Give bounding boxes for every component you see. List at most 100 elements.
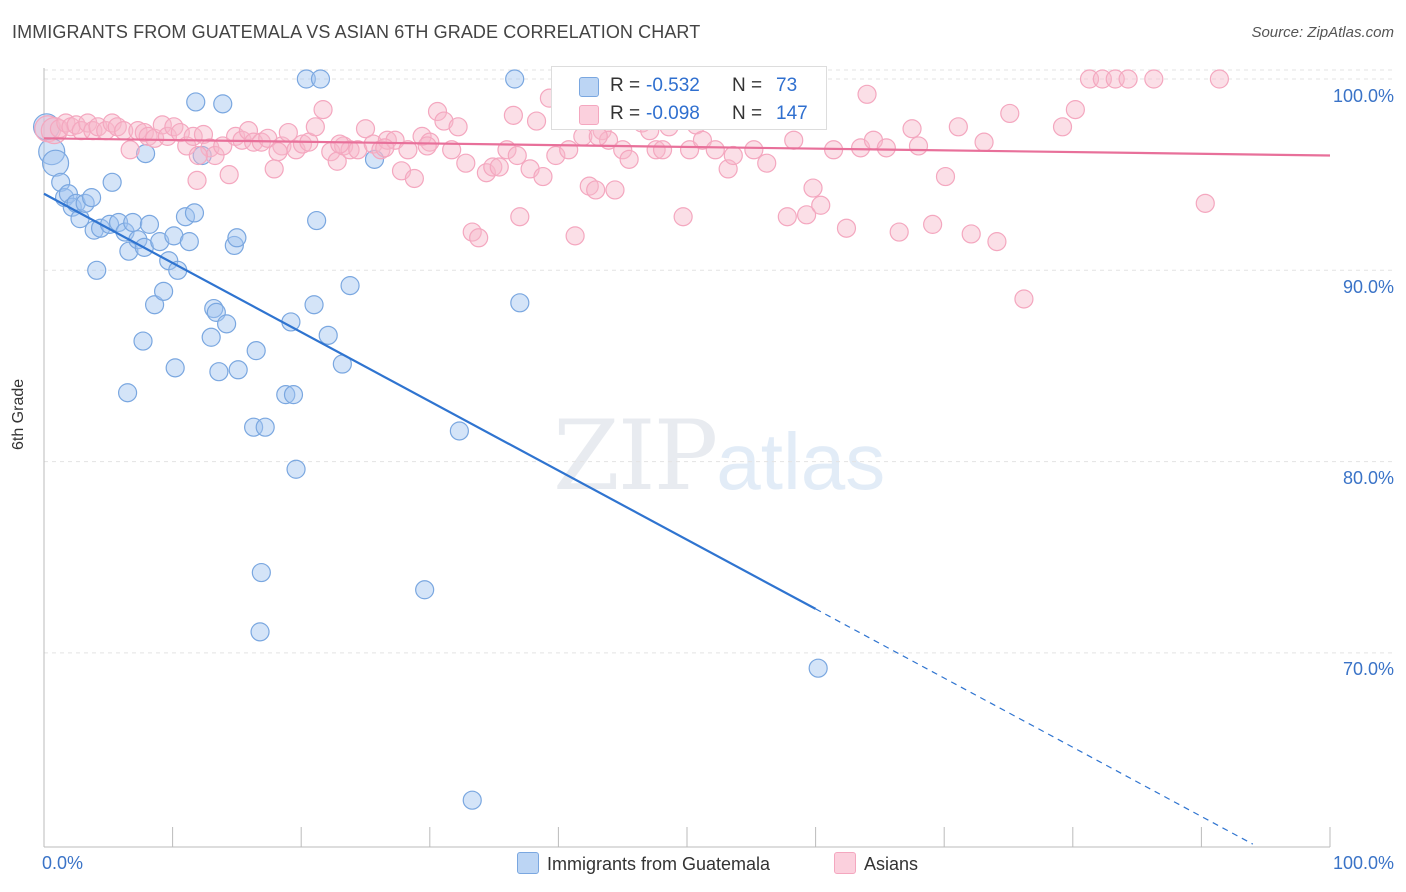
- point-asians-140: [188, 145, 208, 166]
- point-asians-69: [489, 157, 509, 177]
- point-guatemala-55: [304, 295, 324, 315]
- point-asians-119: [935, 166, 956, 187]
- point-asians-135: [417, 136, 437, 156]
- n-label: N =: [732, 103, 763, 124]
- point-guatemala-52: [283, 385, 304, 405]
- point-guatemala-13: [87, 260, 107, 280]
- point-asians-25: [187, 170, 207, 190]
- point-asians-56: [398, 140, 418, 160]
- point-guatemala-68: [808, 658, 828, 678]
- point-guatemala-36: [133, 331, 153, 351]
- point-asians-63: [448, 117, 468, 137]
- point-asians-60: [427, 101, 448, 122]
- point-asians-121: [961, 224, 981, 244]
- point-guatemala-24: [150, 232, 170, 252]
- point-asians-72: [510, 207, 530, 227]
- point-asians-139: [777, 207, 797, 227]
- point-guatemala-58: [318, 325, 338, 345]
- point-guatemala-39: [201, 327, 221, 347]
- x-tick-label-min: 0.0%: [42, 853, 84, 873]
- point-asians-111: [836, 218, 857, 238]
- point-asians-79: [559, 140, 579, 160]
- r-value: -0.098: [646, 103, 700, 124]
- point-asians-58: [412, 126, 432, 146]
- point-asians-127: [1065, 100, 1085, 120]
- point-asians-11: [102, 113, 122, 133]
- point-asians-109: [811, 195, 831, 215]
- trend-extension-guatemala: [815, 608, 1254, 845]
- point-guatemala-45: [227, 228, 247, 248]
- point-asians-100: [705, 140, 725, 160]
- point-asians-33: [238, 121, 259, 141]
- series-legend: Immigrants from Guatemala Asians: [0, 852, 1406, 878]
- point-asians-116: [902, 119, 922, 139]
- point-guatemala-46: [228, 360, 248, 380]
- point-guatemala-53: [286, 459, 306, 479]
- point-guatemala-50: [276, 385, 296, 405]
- point-asians-126: [1052, 117, 1073, 137]
- legend-swatch-guatemala: [517, 852, 539, 874]
- point-asians-137: [723, 145, 743, 166]
- point-asians-16: [134, 122, 154, 143]
- trend-line-asians: [43, 137, 1331, 157]
- point-guatemala-67: [505, 69, 525, 89]
- point-asians-71: [503, 105, 523, 125]
- point-asians-115: [889, 222, 909, 242]
- point-asians-104: [757, 153, 777, 173]
- point-asians-108: [803, 178, 823, 198]
- point-asians-143: [588, 126, 608, 146]
- legend-item-asians[interactable]: Asians: [834, 852, 918, 875]
- point-guatemala-3: [51, 172, 71, 192]
- point-guatemala-33: [186, 92, 206, 112]
- point-asians-99: [692, 130, 713, 150]
- legend-item-guatemala[interactable]: Immigrants from Guatemala: [517, 852, 770, 875]
- watermark-zip: ZIP: [553, 400, 718, 512]
- n-label: N =: [732, 75, 763, 96]
- point-asians-93: [652, 140, 673, 160]
- point-guatemala-10: [81, 188, 102, 208]
- point-guatemala-47: [244, 417, 264, 437]
- point-asians-68: [483, 157, 503, 177]
- point-asians-141: [507, 145, 527, 166]
- source-label: Source: ZipAtlas.com: [1251, 24, 1394, 41]
- legend-label-guatemala: Immigrants from Guatemala: [547, 854, 771, 874]
- point-guatemala-63: [250, 622, 270, 642]
- point-guatemala-54: [296, 69, 316, 89]
- point-asians-61: [434, 111, 454, 131]
- legend-swatch-asians: [834, 852, 856, 874]
- point-asians-145: [857, 84, 877, 104]
- watermark: ZIPatlas: [553, 400, 885, 512]
- trend-line-guatemala: [43, 192, 817, 610]
- point-asians-28: [205, 145, 225, 166]
- point-asians-75: [533, 166, 553, 187]
- point-guatemala-22: [139, 214, 160, 234]
- swatch-asians: [579, 105, 599, 125]
- point-asians-51: [363, 134, 383, 154]
- y-tick-label-100: 100.0%: [1332, 86, 1394, 106]
- point-guatemala-60: [340, 276, 360, 296]
- chart-title: IMMIGRANTS FROM GUATEMALA VS ASIAN 6TH G…: [12, 22, 701, 42]
- point-guatemala-23: [144, 295, 165, 315]
- point-asians-53: [377, 130, 397, 150]
- point-asians-50: [355, 119, 376, 139]
- y-tick-label-70: 70.0%: [1342, 659, 1394, 679]
- point-asians-54: [385, 130, 405, 150]
- point-asians-133: [1195, 193, 1215, 213]
- point-guatemala-69: [462, 790, 482, 810]
- point-guatemala-37: [165, 358, 185, 378]
- point-guatemala-43: [217, 314, 237, 334]
- point-asians-92: [646, 140, 666, 160]
- point-asians-62: [442, 140, 462, 160]
- point-asians-96: [673, 207, 693, 227]
- point-guatemala-48: [246, 341, 266, 361]
- point-guatemala-31: [184, 203, 205, 223]
- point-asians-117: [908, 136, 929, 156]
- point-guatemala-51: [281, 312, 301, 332]
- point-asians-118: [923, 214, 943, 234]
- point-guatemala-65: [449, 421, 469, 441]
- point-asians-125: [1014, 289, 1034, 309]
- point-asians-122: [974, 132, 994, 152]
- r-label: R =: [610, 103, 641, 124]
- point-guatemala-44: [224, 235, 244, 256]
